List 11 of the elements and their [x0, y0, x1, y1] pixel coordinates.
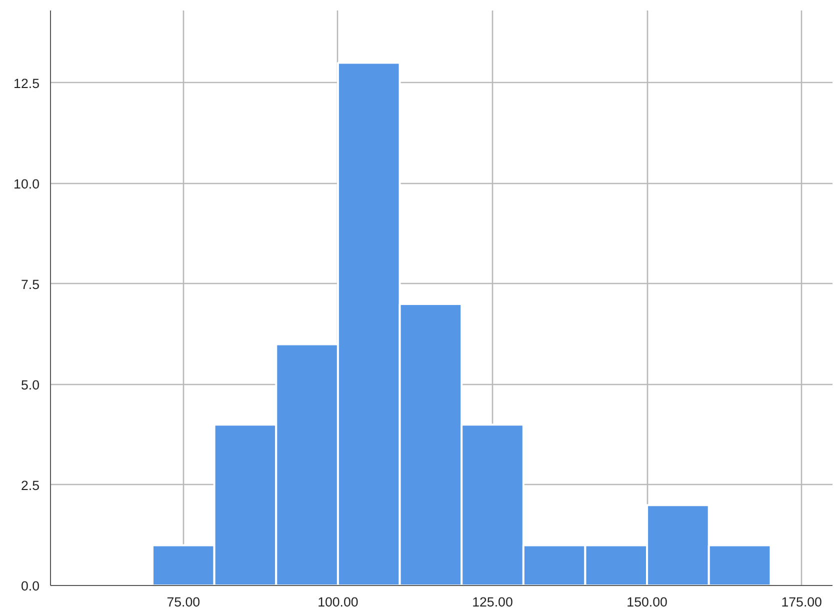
x-tick-label: 125.00: [472, 594, 513, 610]
y-tick-label: 2.5: [20, 478, 40, 493]
y-tick-label: 12.5: [14, 76, 40, 91]
y-tick-label: 5.0: [20, 377, 40, 392]
y-tick-label: 7.5: [20, 276, 40, 292]
x-tick-label: 75.00: [166, 594, 200, 610]
y-tick-label: 0.0: [20, 578, 40, 594]
x-tick-label: 100.00: [318, 594, 358, 610]
x-tick-label: 175.00: [781, 594, 822, 610]
y-tick-label: 10.0: [14, 176, 40, 192]
x-tick-label: 150.00: [626, 594, 668, 610]
